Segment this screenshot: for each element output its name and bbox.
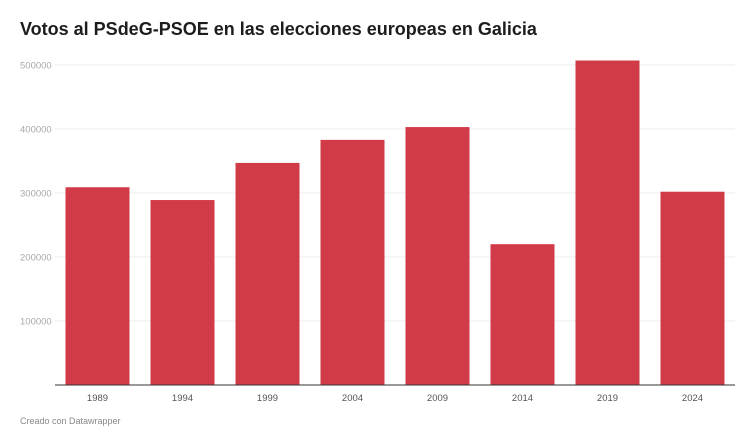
bar-2004 (320, 139, 385, 385)
y-tick-label: 200000 (20, 253, 52, 264)
x-tick-label: 1989 (87, 393, 108, 404)
x-tick-label: 1999 (257, 393, 278, 404)
bar-2009 (405, 127, 470, 385)
y-tick-label: 100000 (20, 317, 52, 328)
y-tick-label: 400000 (20, 125, 52, 136)
x-tick-label: 2004 (342, 393, 363, 404)
bar-1999 (235, 162, 300, 385)
chart-title: Votos al PSdeG-PSOE en las elecciones eu… (20, 19, 537, 39)
bar-2014 (490, 244, 555, 385)
x-tick-label: 2009 (427, 393, 448, 404)
x-tick-label: 2024 (682, 393, 703, 404)
footer-credit: Creado con Datawrapper (20, 416, 121, 426)
y-tick-label: 500000 (20, 61, 52, 72)
bar-2019 (575, 60, 640, 386)
bar-1994 (150, 200, 215, 385)
bar-1989 (65, 187, 130, 385)
y-tick-label: 300000 (20, 189, 52, 200)
bar-2024 (660, 191, 725, 385)
x-tick-label: 1994 (172, 393, 193, 404)
x-tick-label: 2019 (597, 393, 618, 404)
x-tick-label: 2014 (512, 393, 533, 404)
